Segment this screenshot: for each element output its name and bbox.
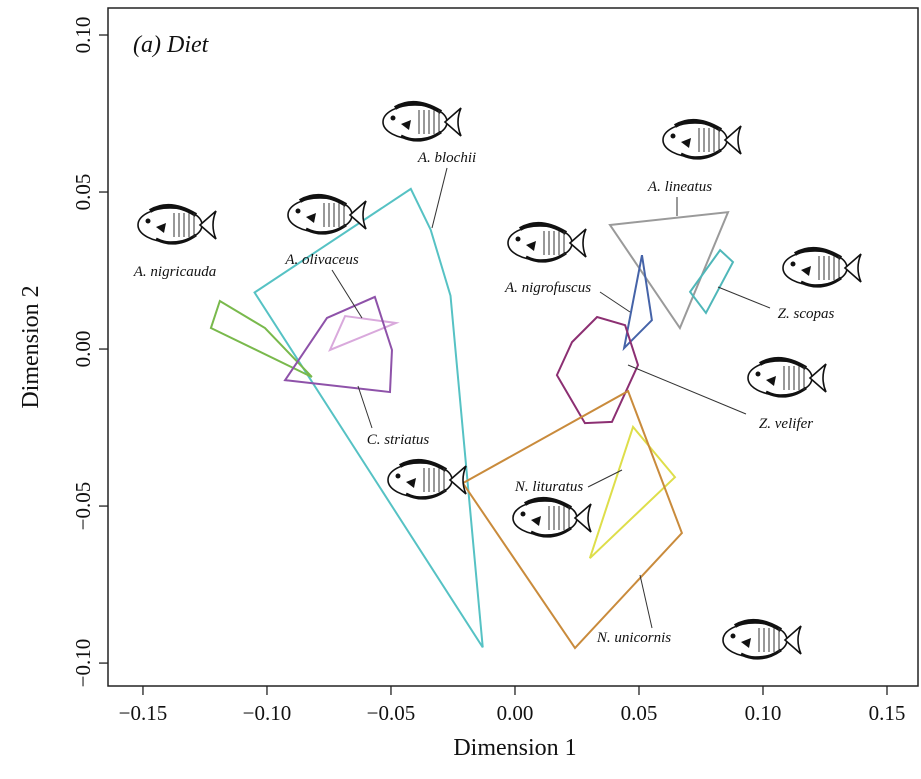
chart: (a) Diet Dimension 1 Dimension 2 −0.15 −0… [0,0,921,774]
series-label: N. lituratus [514,479,584,495]
hull [211,301,312,377]
fish-icon [388,461,466,498]
fish-icon [383,103,461,140]
fish-eye [756,372,761,377]
leader-line [358,386,372,428]
fish-eye [791,262,796,267]
fish-eye [396,474,401,479]
y-tick-label: −0.10 [71,639,95,688]
x-tick-label: 0.05 [621,701,658,725]
leader-line [640,575,652,628]
hull [285,297,392,392]
x-tick-label: 0.15 [869,701,906,725]
x-tick-label: −0.05 [367,701,416,725]
y-tick-label: 0.05 [71,174,95,211]
hull [590,427,675,558]
fish-tail [450,466,466,494]
series-label: A. lineatus [647,179,712,195]
fish-eye [671,134,676,139]
hull [690,250,733,313]
leader-line [600,292,630,312]
y-tick-label: 0.10 [71,17,95,54]
fish-tail [570,229,586,257]
series-label: A. blochii [417,150,476,166]
series-label: A. olivaceus [284,252,358,268]
x-tick-label: −0.10 [243,701,292,725]
fish-eye [296,209,301,214]
fish-icon [748,359,826,396]
fish-tail [785,626,801,654]
leader-line [332,270,362,318]
x-axis-title: Dimension 1 [453,735,576,761]
series-label: A. nigricauda [133,264,217,280]
series-label: C. striatus [367,432,430,448]
y-tick-label: 0.00 [71,331,95,368]
chart-title: (a) Diet [133,32,210,58]
fish-tail [810,364,826,392]
fish-tail [845,254,861,282]
y-tick-label: −0.05 [71,482,95,531]
series-label: N. unicornis [596,630,671,646]
leader-line [432,168,447,228]
fish-icon [138,206,216,243]
x-tick-label: −0.15 [119,701,168,725]
fish-icon [508,224,586,261]
fish-tail [445,108,461,136]
series-label: Z. scopas [778,306,835,322]
fish-tail [575,504,591,532]
fish-eye [391,116,396,121]
leader-line [718,287,770,308]
leader-line [628,365,746,414]
series-label: A. nigrofuscus [504,280,591,296]
fish-eye [731,634,736,639]
plot-frame [108,8,918,686]
x-tick-label: 0.00 [497,701,534,725]
fish-tail [200,211,216,239]
series-label: Z. velifer [759,416,813,432]
fish-icon [783,249,861,286]
fish-icon [723,621,801,658]
fish-eye [521,512,526,517]
fish-icon [513,499,591,536]
fish-eye [516,237,521,242]
fish-icon [663,121,741,158]
x-tick-label: 0.10 [745,701,782,725]
page: {"chart_data": {"type": "polygon", "titl… [0,0,921,774]
fish-eye [146,219,151,224]
y-axis-title: Dimension 2 [18,285,44,408]
fish-tail [725,126,741,154]
